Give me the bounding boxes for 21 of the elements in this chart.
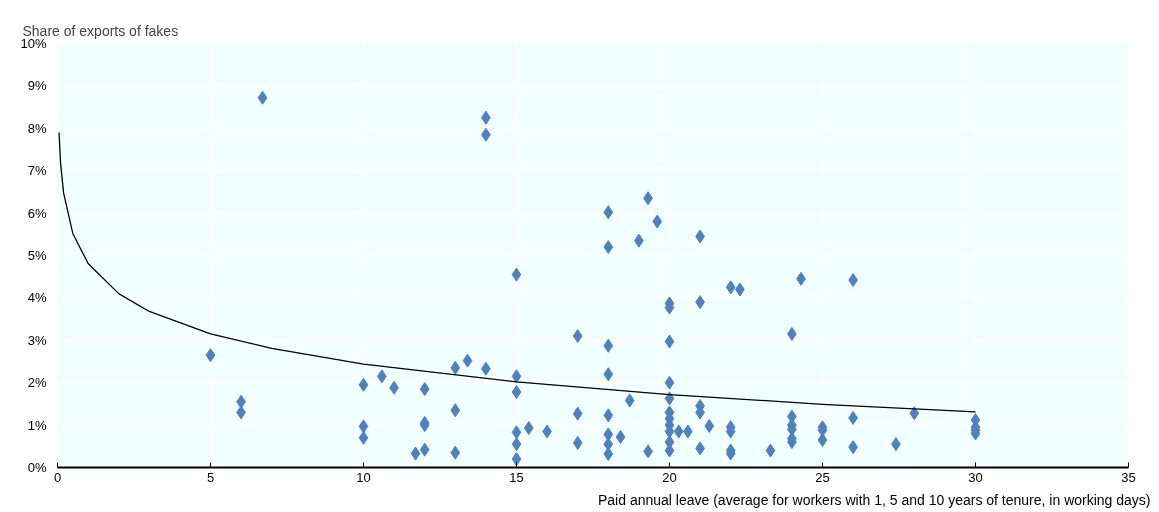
y-tick-label: 3%: [27, 332, 47, 348]
y-tick-label: 6%: [27, 205, 47, 221]
y-tick-label: 8%: [27, 120, 47, 136]
x-tick-label: 0: [53, 469, 62, 485]
x-tick-label: 15: [509, 469, 524, 485]
x-tick-label: 10: [356, 469, 371, 485]
y-tick-label: 9%: [27, 78, 47, 94]
x-axis-title: Paid annual leave (average for workers with 1, 5 and 10 years of tenure, in working days): [597, 491, 1151, 508]
y-tick-label: 2%: [27, 375, 47, 391]
x-tick-label: 25: [815, 469, 830, 485]
x-tick-label: 35: [1121, 469, 1136, 485]
y-tick-label: 4%: [27, 290, 47, 306]
x-tick-label: 30: [968, 469, 983, 485]
y-tick-label: 1%: [27, 417, 47, 433]
y-axis-title: Share of exports of fakes: [22, 22, 179, 39]
y-tick-label: 5%: [27, 248, 47, 263]
y-tick-label: 7%: [27, 163, 47, 179]
x-tick-label: 5: [206, 469, 215, 485]
y-tick-label: 10%: [20, 36, 47, 51]
x-tick-label: 20: [662, 469, 677, 485]
y-tick-label: 0%: [27, 460, 47, 475]
